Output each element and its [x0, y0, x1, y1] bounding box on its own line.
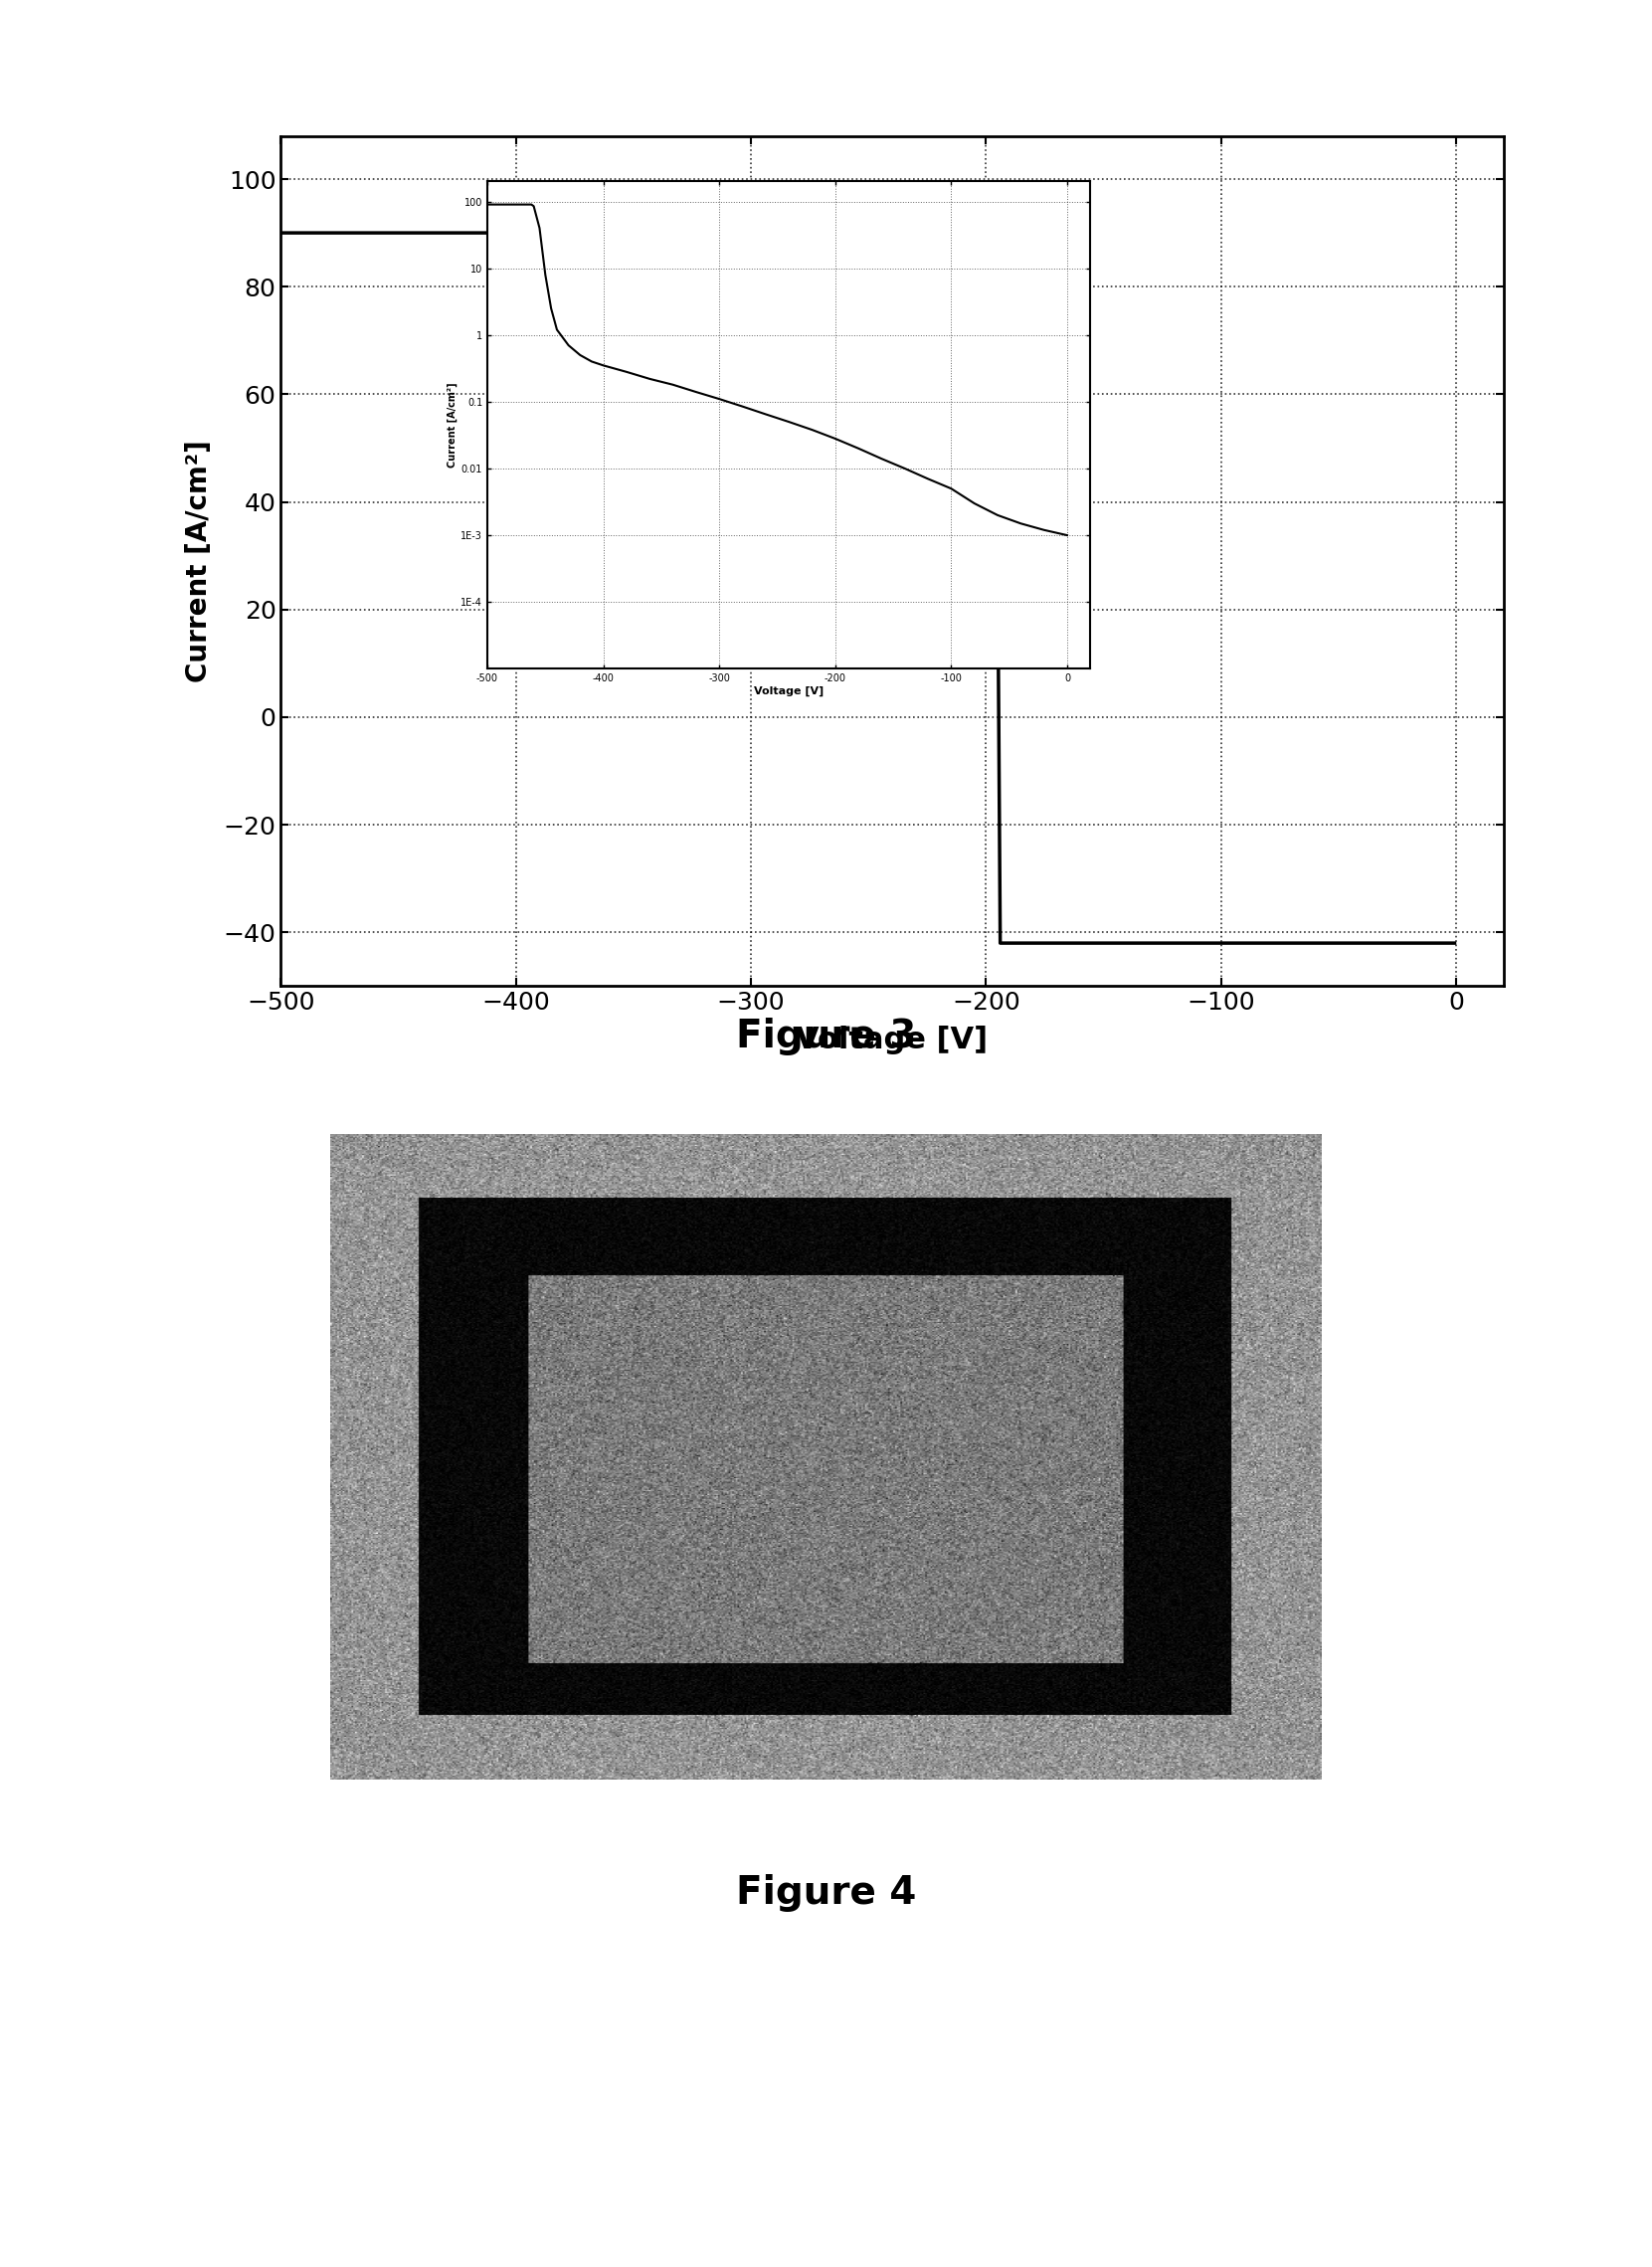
Text: Figure 4: Figure 4 [735, 1875, 917, 1911]
Y-axis label: Current [A/cm²]: Current [A/cm²] [185, 440, 213, 682]
Y-axis label: Current [A/cm²]: Current [A/cm²] [448, 383, 458, 467]
X-axis label: Voltage [V]: Voltage [V] [753, 687, 824, 696]
Text: Figure 3: Figure 3 [735, 1018, 917, 1054]
X-axis label: Voltage [V]: Voltage [V] [796, 1027, 988, 1054]
